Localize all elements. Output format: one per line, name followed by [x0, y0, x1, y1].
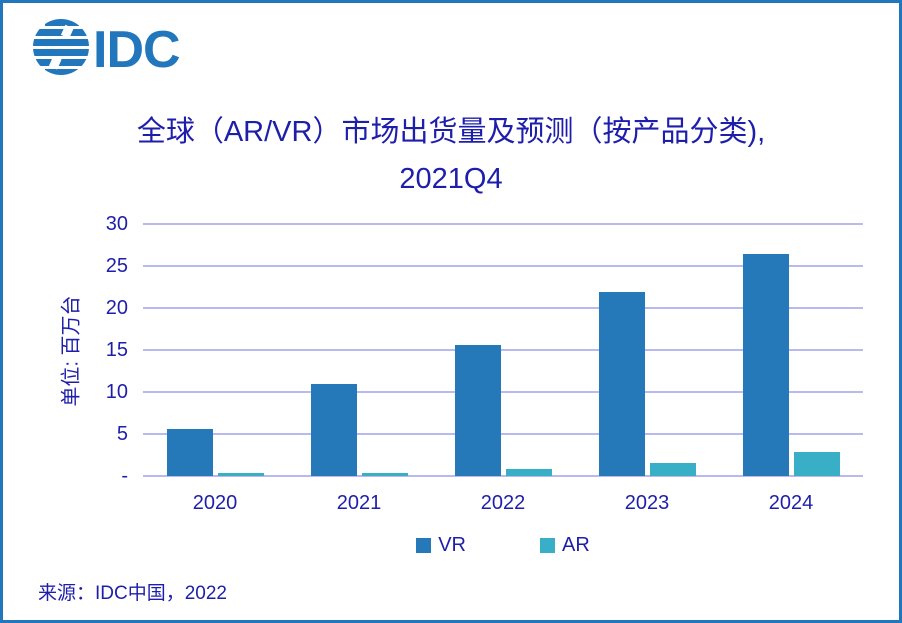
- category-slot: 2021: [287, 224, 431, 514]
- chart-title: 全球（AR/VR）市场出货量及预测（按产品分类), 2021Q4: [3, 109, 899, 203]
- ar-bar: [794, 452, 840, 476]
- chart-title-line1: 全球（AR/VR）市场出货量及预测（按产品分类),: [136, 116, 766, 148]
- vr-bar: [311, 384, 357, 476]
- gridline: [143, 391, 863, 393]
- x-tick-label: 2022: [480, 492, 526, 514]
- legend-label: VR: [438, 534, 466, 556]
- x-tick-label: 2024: [768, 492, 814, 514]
- legend: VR AR: [143, 534, 863, 557]
- category-slot: 2020: [143, 224, 287, 514]
- source-note: 来源：IDC中国，2022: [38, 583, 227, 604]
- y-tick-label: -: [121, 465, 128, 487]
- gridline: [143, 223, 863, 225]
- idc-globe-icon: [33, 19, 89, 75]
- legend-item-ar: AR: [540, 534, 590, 557]
- y-tick-label: 15: [105, 339, 128, 361]
- ar-bar: [362, 473, 408, 476]
- y-tick-label: 30: [105, 213, 128, 235]
- chart-title-line2: 2021Q4: [399, 163, 503, 195]
- x-tick-label: 2020: [192, 492, 238, 514]
- gridline: [143, 307, 863, 309]
- idc-logo-svg: IDC: [33, 19, 181, 79]
- ar-bar: [650, 463, 696, 476]
- vr-bar: [743, 254, 789, 476]
- legend-item-vr: VR: [416, 534, 466, 557]
- plot-area: - 5 10 15 20 25 30 2020 2021 2022 2023 2024: [106, 213, 863, 514]
- vr-bar: [599, 292, 645, 476]
- gridline: [143, 265, 863, 267]
- y-tick-label: 25: [105, 255, 128, 277]
- y-tick-label: 5: [116, 423, 128, 445]
- vr-bar: [455, 345, 501, 476]
- vr-swatch-icon: [416, 538, 432, 553]
- y-tick-label: 10: [105, 381, 128, 403]
- category-slot: 2024: [719, 224, 863, 514]
- x-tick-label: 2023: [624, 492, 670, 514]
- category-slot: 2022: [431, 224, 575, 514]
- gridline: [143, 349, 863, 351]
- x-tick-label: 2021: [336, 492, 382, 514]
- idc-logo-text: IDC: [93, 21, 180, 79]
- y-tick-label: 20: [105, 297, 128, 319]
- idc-logo: IDC: [31, 15, 191, 79]
- category-slot: 2023: [575, 224, 719, 514]
- ar-bar: [218, 473, 264, 476]
- vr-bar: [167, 429, 213, 476]
- ar-swatch-icon: [540, 538, 555, 553]
- gridline: [143, 433, 863, 435]
- ar-bar: [506, 469, 552, 476]
- gridline: [143, 475, 863, 477]
- legend-label: AR: [562, 534, 590, 556]
